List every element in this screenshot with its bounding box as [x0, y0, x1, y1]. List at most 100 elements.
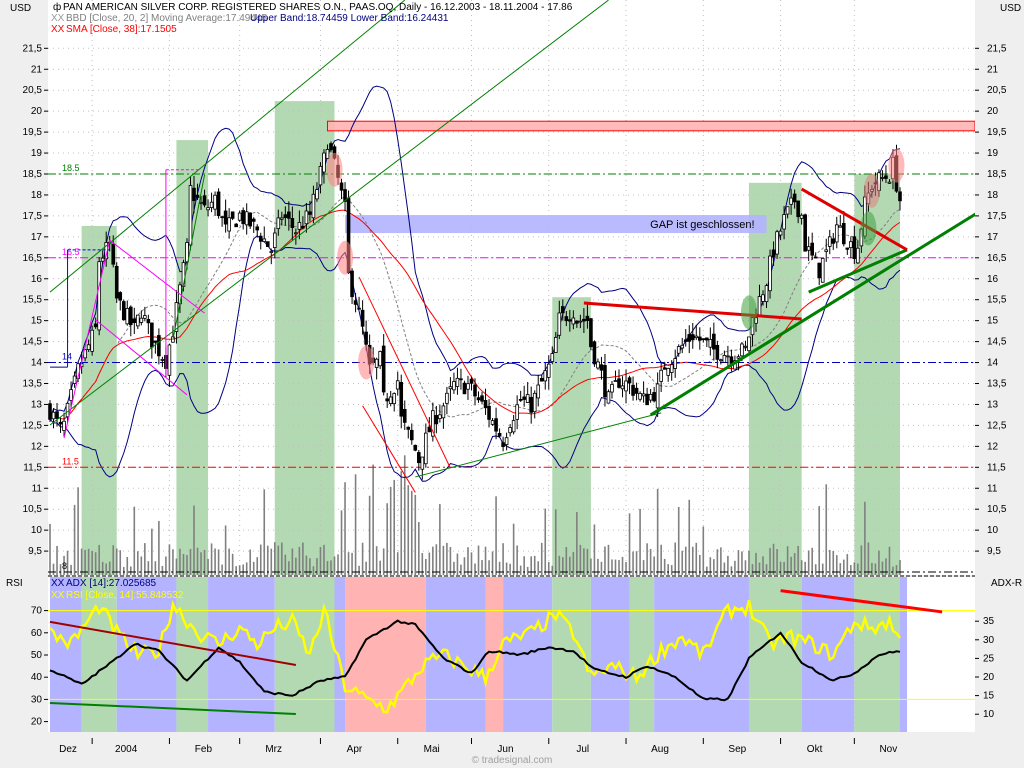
candle [388, 390, 393, 407]
candle [701, 338, 706, 343]
candle [490, 418, 495, 426]
y-tick-label-right: 12 [987, 441, 999, 452]
volume-bar [684, 546, 687, 575]
candle [350, 268, 354, 304]
volume-bar [94, 552, 97, 575]
adx-legend-marker[interactable]: XX [51, 578, 65, 589]
candle-body [97, 261, 101, 331]
candle [374, 357, 379, 380]
candle [627, 375, 632, 395]
volume-bar [737, 550, 740, 575]
bbd-legend-marker[interactable]: XX [51, 13, 65, 24]
y-tick-label-left: 9,5 [28, 546, 42, 557]
volume-bar [484, 546, 487, 575]
shaded-period [274, 101, 335, 575]
candle [884, 165, 888, 183]
candle [719, 358, 723, 365]
candle-body [248, 212, 253, 227]
candle [483, 388, 488, 415]
candle-body [568, 319, 572, 322]
volume-bar [618, 560, 620, 575]
candle-body [255, 226, 260, 231]
y-tick-label-right: 21,5 [987, 43, 1007, 54]
volume-bar [66, 550, 69, 575]
volume-bar [238, 565, 241, 575]
candle [543, 362, 548, 390]
candle-body [304, 210, 309, 225]
candle-body [392, 393, 397, 405]
candle [192, 175, 196, 214]
volume-bar [133, 506, 136, 575]
volume-bar [628, 513, 631, 575]
y-tick-label-right: 18 [987, 190, 999, 201]
volume-bar [249, 549, 252, 575]
volume-bar [122, 566, 125, 575]
candle [448, 377, 453, 401]
volume-bar [853, 562, 856, 575]
volume-bar [765, 564, 768, 575]
candle-body [820, 257, 825, 283]
candle [308, 200, 312, 222]
volume-bar [52, 563, 55, 575]
candle [676, 344, 681, 357]
y-tick-label-left: 12,5 [23, 420, 43, 431]
candle [255, 224, 260, 238]
volume-bar [396, 552, 399, 575]
y-tick-label-left: 13 [31, 399, 43, 410]
candle [459, 368, 463, 390]
volume-bar [832, 550, 835, 575]
candle-body [536, 384, 541, 399]
candle [617, 369, 621, 389]
volume-bar [702, 526, 705, 575]
candle [827, 229, 832, 255]
y-tick-label-right: 16 [987, 274, 999, 285]
candle [160, 356, 165, 368]
y-tick-label-left: 19,5 [23, 127, 43, 138]
candle-body [227, 217, 231, 232]
volume-bar [895, 565, 898, 575]
x-tick-label: Apr [347, 744, 363, 755]
candle-body [480, 395, 484, 402]
candle-body [550, 353, 555, 362]
volume-bar [414, 494, 417, 575]
candle [55, 403, 59, 427]
volume-bar [59, 564, 62, 575]
candle [136, 314, 140, 330]
rsi-tick-label: 60 [31, 628, 43, 639]
volume-bar [544, 508, 547, 575]
title-marker-icon: ф [53, 1, 61, 13]
volume-bar [256, 557, 259, 575]
volume-bar [779, 561, 782, 575]
volume-bar [295, 557, 297, 575]
volume-bar [772, 543, 775, 575]
y-tick-label-right: 11 [987, 483, 998, 494]
volume-bar [449, 547, 452, 575]
rsi-tick-label: 50 [31, 650, 43, 661]
candle [417, 449, 421, 471]
volume-bar [892, 566, 894, 575]
candle-body [72, 375, 77, 384]
y-tick-label-right: 19 [987, 148, 999, 159]
volume-bar [358, 565, 360, 575]
volume-bar [147, 561, 150, 575]
candle [476, 391, 481, 403]
candle [880, 170, 885, 182]
candle-body [708, 339, 713, 348]
candle [311, 185, 316, 224]
sma-legend-marker[interactable]: XX [51, 24, 65, 35]
candle [613, 370, 618, 382]
volume-bar [245, 562, 248, 575]
x-tick-label: Aug [651, 744, 669, 755]
volume-bar [593, 524, 596, 575]
candle [125, 300, 130, 326]
candle [318, 162, 323, 194]
candle-body [603, 365, 607, 398]
rsi-legend-marker[interactable]: XX [51, 590, 65, 601]
candle-body [202, 195, 207, 206]
candle [364, 320, 368, 351]
candle-body [761, 294, 765, 302]
candle [315, 182, 319, 202]
y-tick-label-left: 17,5 [23, 211, 43, 222]
volume-bar [783, 561, 785, 575]
candle-body [592, 341, 597, 365]
